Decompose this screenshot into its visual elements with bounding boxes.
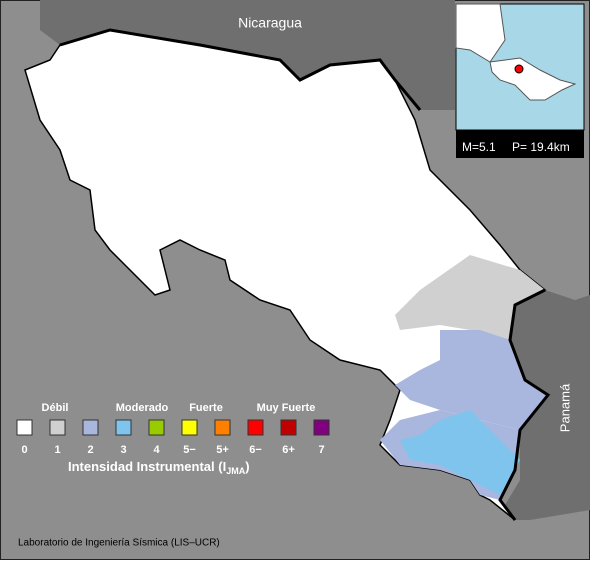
border-nicaragua <box>59 28 422 111</box>
region-intensity-3 <box>400 410 520 495</box>
legend-level: 3 <box>120 444 126 456</box>
magnitude: M=5.1 <box>462 140 496 154</box>
legend-swatch <box>49 419 66 436</box>
depth: P= 19.4km <box>512 140 570 154</box>
legend-swatch <box>247 419 264 436</box>
legend-swatch <box>16 419 33 436</box>
legend-swatch <box>82 419 99 436</box>
legend-group: Fuerte <box>189 402 223 414</box>
inset-info-bar <box>456 130 584 158</box>
legend-swatches: 0 1 2 3 4 5− 5+ 6− 6+ 7 <box>16 419 330 456</box>
nicaragua-land <box>40 0 455 110</box>
epicenter <box>514 64 524 74</box>
legend-level: 2 <box>87 444 93 456</box>
legend-group: Muy Fuerte <box>257 402 316 414</box>
legend-level: 4 <box>153 444 160 456</box>
legend-swatch <box>280 419 297 436</box>
legend-level: 5+ <box>216 444 229 456</box>
legend-swatch <box>181 419 198 436</box>
legend-title: Intensidad Instrumental (IJMA) <box>68 459 250 476</box>
legend-level: 0 <box>21 444 27 456</box>
legend-level: 6− <box>249 444 262 456</box>
country-label: Nicaragua <box>238 15 302 31</box>
border-panama <box>498 288 551 521</box>
inset-nicaragua <box>455 3 506 63</box>
credit: Laboratorio de Ingeniería Sísmica (LIS–U… <box>18 538 220 549</box>
country-label: Panamá <box>557 383 572 432</box>
legend-level: 6+ <box>282 444 295 456</box>
legend-level: 1 <box>54 444 60 456</box>
legend-group: Moderado <box>116 402 169 414</box>
legend-level: 5− <box>183 444 196 456</box>
legend-group: Débil <box>42 402 69 414</box>
legend-level: 7 <box>318 444 324 456</box>
legend-swatch <box>148 419 165 436</box>
region-intensity-2 <box>395 330 548 430</box>
panama-land <box>505 290 590 520</box>
legend-swatch <box>214 419 231 436</box>
region-intensity-1 <box>395 255 545 340</box>
legend-swatch <box>313 419 330 436</box>
legend-swatch <box>115 419 132 436</box>
inset-costa-rica <box>489 57 577 101</box>
